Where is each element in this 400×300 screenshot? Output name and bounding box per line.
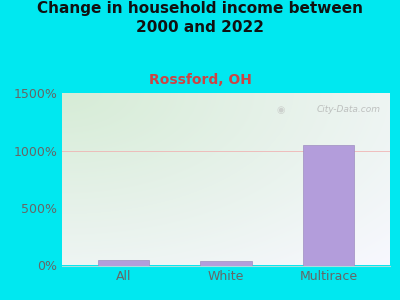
Text: Change in household income between
2000 and 2022: Change in household income between 2000 … [37, 2, 363, 35]
Text: Rossford, OH: Rossford, OH [148, 74, 252, 88]
Bar [98, 260, 149, 266]
Text: City-Data.com: City-Data.com [316, 105, 380, 114]
Bar [303, 145, 354, 266]
Text: ◉: ◉ [276, 105, 285, 115]
Bar [200, 261, 252, 266]
